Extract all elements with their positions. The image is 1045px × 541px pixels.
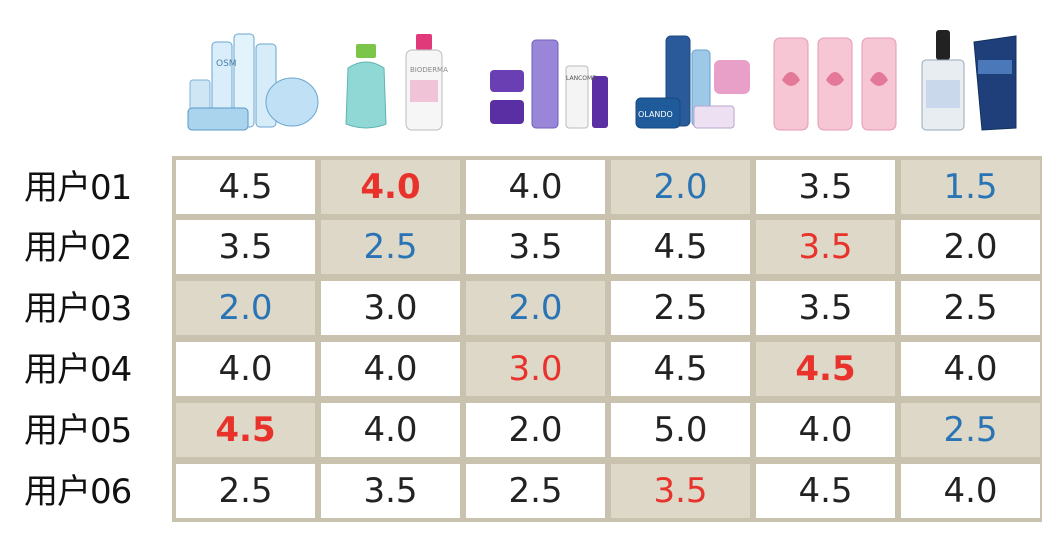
skincare-set-purple-icon: LANCOME	[490, 39, 608, 129]
rating-cell: 4.0	[901, 464, 1040, 518]
rating-cell: 2.5	[901, 403, 1040, 457]
product-2: BIODERMA	[330, 20, 475, 140]
ratings-table: 4.5 4.0 4.0 2.0 3.5 1.5 3.5 2.5 3.5 4.5 3.5 2.0 2.0 3…	[172, 156, 1042, 522]
rating-cell: 4.0	[901, 342, 1040, 396]
rating-cell: 3.0	[321, 281, 460, 335]
serum-and-cream-icon	[921, 30, 1017, 131]
rating-cell: 4.0	[321, 342, 460, 396]
rating-cell: 2.5	[466, 464, 605, 518]
rating-cell: 2.5	[176, 464, 315, 518]
user-label: 用户06	[24, 472, 132, 512]
rating-cell: 3.0	[466, 342, 605, 396]
user-label: 用户03	[24, 289, 132, 329]
rating-cell: 3.5	[466, 220, 605, 274]
product-5	[762, 20, 907, 140]
rating-cell: 4.0	[756, 403, 895, 457]
product-3: LANCOME	[482, 20, 627, 140]
rating-cell: 2.5	[901, 281, 1040, 335]
user-label: 用户02	[24, 228, 132, 268]
product-4: OLANDO	[630, 20, 775, 140]
skincare-set-navy-icon: OLANDO	[635, 35, 750, 129]
product-1: OSM	[180, 20, 325, 140]
product-images-row: OSM BIODERMA LANCOME OLANDO	[172, 20, 1044, 140]
pink-bottles-icon	[773, 37, 897, 131]
rating-cell: 3.5	[756, 281, 895, 335]
rating-cell: 2.5	[611, 281, 750, 335]
rating-cell: 2.0	[901, 220, 1040, 274]
rating-cell: 4.5	[176, 403, 315, 457]
rating-cell: 5.0	[611, 403, 750, 457]
rating-cell: 4.0	[321, 160, 460, 214]
rating-cell: 2.0	[611, 160, 750, 214]
rating-cell: 4.0	[466, 160, 605, 214]
user-label: 用户05	[24, 411, 132, 451]
rating-cell: 4.0	[321, 403, 460, 457]
rating-cell: 2.0	[176, 281, 315, 335]
rating-cell: 2.0	[466, 281, 605, 335]
skincare-set-blue-icon: OSM	[187, 33, 319, 131]
svg-text:OSM: OSM	[216, 59, 237, 69]
rating-cell: 4.5	[756, 342, 895, 396]
svg-text:LANCOME: LANCOME	[566, 75, 596, 82]
rating-cell: 4.5	[756, 464, 895, 518]
product-6	[912, 20, 1045, 140]
rating-cell: 3.5	[611, 464, 750, 518]
user-label: 用户01	[24, 168, 132, 208]
rating-cell: 2.0	[466, 403, 605, 457]
svg-text:OLANDO: OLANDO	[638, 110, 673, 119]
rating-cell: 3.5	[176, 220, 315, 274]
user-label: 用户04	[24, 350, 132, 390]
rating-cell: 3.5	[756, 220, 895, 274]
rating-cell: 1.5	[901, 160, 1040, 214]
rating-cell: 4.5	[611, 342, 750, 396]
svg-text:BIODERMA: BIODERMA	[410, 66, 448, 74]
rating-cell: 4.5	[611, 220, 750, 274]
rating-cell: 3.5	[321, 464, 460, 518]
rating-cell: 3.5	[756, 160, 895, 214]
micellar-water-icon: BIODERMA	[345, 34, 448, 131]
rating-cell: 2.5	[321, 220, 460, 274]
rating-cell: 4.0	[176, 342, 315, 396]
rating-cell: 4.5	[176, 160, 315, 214]
